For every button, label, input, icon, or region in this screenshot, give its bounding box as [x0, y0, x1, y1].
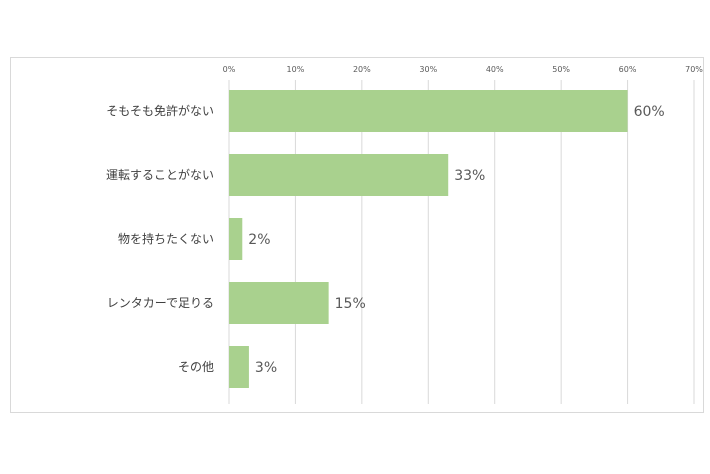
data-label: 3% [255, 360, 277, 376]
x-tick-label: 10% [287, 65, 305, 74]
x-tick-label: 20% [353, 65, 371, 74]
bars [229, 90, 628, 388]
x-tick-label: 30% [419, 65, 437, 74]
category-label: 物を持ちたくない [118, 231, 214, 246]
data-label: 15% [335, 296, 366, 312]
category-label: そもそも免許がない [106, 103, 214, 118]
bar [229, 90, 628, 132]
data-label: 2% [248, 232, 270, 248]
x-tick-label: 0% [223, 65, 236, 74]
x-tick-label: 70% [685, 65, 703, 74]
bar [229, 282, 329, 324]
data-label: 33% [454, 168, 485, 184]
category-label: その他 [178, 360, 214, 374]
x-tick-label: 50% [552, 65, 570, 74]
bar [229, 218, 243, 260]
data-label: 60% [634, 104, 665, 120]
data-labels: 60% 33% 2% 15% 3% [248, 104, 664, 376]
x-axis-ticks: 0% 10% 20% 30% 40% 50% 60% 70% [223, 65, 704, 74]
bar [229, 154, 449, 196]
x-tick-label: 40% [486, 65, 504, 74]
bar [229, 346, 249, 388]
category-label: 運転することがない [106, 167, 214, 182]
x-tick-label: 60% [619, 65, 637, 74]
category-label: レンタカーで足りる [107, 296, 214, 310]
